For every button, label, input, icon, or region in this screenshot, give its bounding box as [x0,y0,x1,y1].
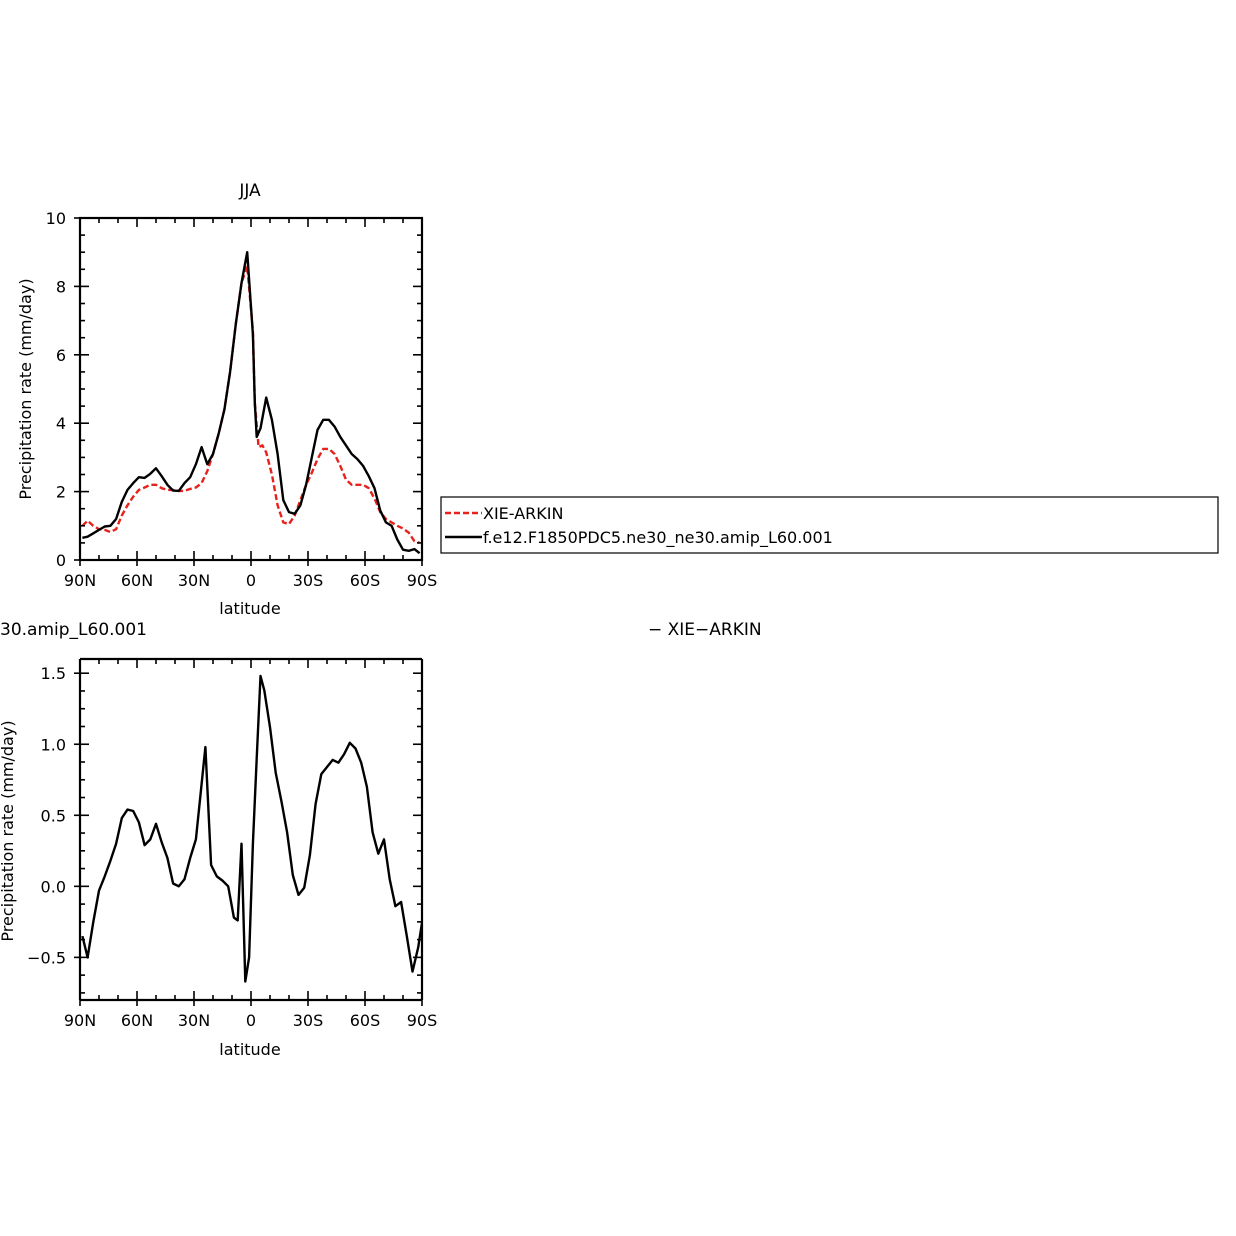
panel1-xtick-label: 60S [350,571,381,590]
top-panel-ticks: 90N 60N 30N 0 30S 60S 90S 0 2 4 6 8 10 [46,209,438,590]
panel2-ytick-label: 0.5 [41,806,66,825]
bottom-panel: 30.amip_L60.001 − XIE−ARKIN 90N 60N 30N 0 30… [0,620,762,1059]
panel1-xtick-label: 60N [121,571,153,590]
top-panel-ylabel: Precipitation rate (mm/day) [16,278,35,499]
top-panel-title: JJA [238,181,261,201]
bottom-panel-xlabel: latitude [219,1040,280,1059]
panel2-ytick-label: −0.5 [27,948,66,967]
bottom-panel-plot-area [81,674,422,983]
bottom-panel-title-left: 30.amip_L60.001 [0,620,147,640]
panel1-xtick-label: 30N [178,571,210,590]
panel2-ytick-label: 0.0 [41,877,66,896]
panel1-xtick-label: 90S [407,571,438,590]
panel1-ytick-label: 6 [56,346,66,365]
bottom-panel-ylabel: Precipitation rate (mm/day) [0,720,17,941]
top-panel-xlabel: latitude [219,599,280,618]
bottom-panel-ticks: 90N 60N 30N 0 30S 60S 90S −0.5 0.0 0.5 1.0 1.5 [27,659,437,1030]
legend-entry-model: f.e12.F1850PDC5.ne30_ne30.amip_L60.001 [483,528,833,548]
panel2-xtick-label: 60S [350,1011,381,1030]
panel1-ytick-label: 10 [46,209,66,228]
legend-entry-xie-arkin: XIE-ARKIN [483,504,563,523]
panel2-xtick-label: 90S [407,1011,438,1030]
panel2-ytick-label: 1.0 [41,735,66,754]
panel2-xtick-label: 60N [121,1011,153,1030]
panel2-ytick-label: 1.5 [41,664,66,683]
top-panel-frame [78,216,424,562]
bottom-panel-title-right: − XIE−ARKIN [648,620,762,640]
panel2-xtick-label: 90N [64,1011,96,1030]
panel1-series-line-0 [81,264,420,545]
legend: XIE-ARKIN f.e12.F1850PDC5.ne30_ne30.amip… [440,496,1219,554]
panel1-series-line-1 [82,251,421,555]
panel1-xtick-label: 90N [64,571,96,590]
panel2-series-line-0 [81,674,422,983]
panel2-xtick-label: 30S [293,1011,324,1030]
legend-box [440,496,1219,554]
panel1-ytick-label: 8 [56,277,66,296]
panel1-xtick-label: 0 [246,571,256,590]
panel2-xtick-label: 30N [178,1011,210,1030]
panel1-ytick-label: 2 [56,483,66,502]
panel2-xtick-label: 0 [246,1011,256,1030]
panel1-xtick-label: 30S [293,571,324,590]
panel1-ytick-label: 0 [56,551,66,570]
top-panel-plot-area [81,251,421,555]
panel1-ytick-label: 4 [56,414,66,433]
